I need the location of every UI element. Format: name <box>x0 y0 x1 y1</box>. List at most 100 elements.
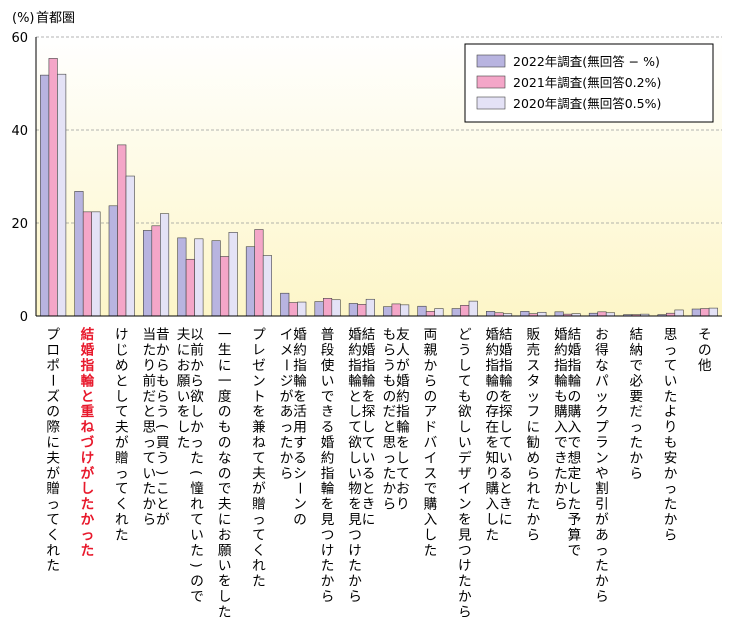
x-tick-label-char: い <box>177 389 191 405</box>
x-tick-label-char: た <box>190 543 204 559</box>
x-tick-label-char: り <box>396 497 410 513</box>
x-tick-label-char: を <box>177 404 191 420</box>
x-tick-label-char: が <box>46 466 60 482</box>
x-tick-label-char: を <box>252 404 266 420</box>
x-tick-label-char: 願 <box>218 543 232 559</box>
x-tick-label-char: 予 <box>568 512 582 528</box>
x-tick-label-char: た <box>252 574 266 590</box>
x-tick-label-char: よ <box>664 404 678 420</box>
x-tick-label-char: と <box>156 497 170 513</box>
x-tick-label-char: 約 <box>348 343 362 359</box>
bar <box>160 213 170 317</box>
x-tick-label-char: け <box>115 327 129 343</box>
x-tick-label-char: ら <box>527 527 541 543</box>
bar <box>194 238 204 317</box>
x-tick-label-char: ) <box>188 562 204 567</box>
x-tick-label-char: 普 <box>321 327 335 343</box>
x-tick-label-char: う <box>458 343 472 359</box>
x-tick-label-char: レ <box>252 343 266 359</box>
bar <box>537 311 547 317</box>
x-tick-label-char: 前 <box>143 372 157 389</box>
x-tick-label-char: け <box>81 450 95 466</box>
x-tick-label-char: た <box>321 558 335 574</box>
x-tick-label-char: 夫 <box>46 450 60 466</box>
x-tick-label-char: 婚 <box>348 327 362 343</box>
bar <box>520 311 530 317</box>
x-tick-label-char: お <box>177 358 191 374</box>
x-tick-label-char: 存 <box>486 404 500 420</box>
x-tick-label-char: し <box>458 358 472 374</box>
x-tick-label-char: メ <box>280 343 294 359</box>
x-tick-label-char: た <box>348 558 362 574</box>
x-tick-label-char: 婚 <box>499 343 513 359</box>
legend-swatch <box>476 75 506 89</box>
x-tick-label-char: 婚 <box>321 435 335 451</box>
bar <box>451 308 461 317</box>
x-tick-label-char: 買 <box>156 435 170 451</box>
x-tick-label-char: ポ <box>46 358 60 374</box>
x-tick-label-char: か <box>664 466 678 482</box>
x-tick-label-char: っ <box>115 466 129 482</box>
x-tick-label-char: の <box>383 389 397 405</box>
y-axis-unit-label: (%) <box>12 11 35 26</box>
x-tick-label-char: 在 <box>486 420 500 436</box>
x-tick-label-char: き <box>362 497 376 513</box>
x-tick-label-char: 結 <box>499 327 513 343</box>
x-tick-label-char: く <box>115 497 129 513</box>
x-tick-label-char: ( <box>154 424 170 429</box>
x-tick-label-char: 見 <box>458 527 472 543</box>
x-tick-label-char: っ <box>280 420 294 436</box>
x-tick-label-char: れ <box>46 543 60 559</box>
x-tick-label-char: を <box>321 497 335 513</box>
x-tick-label-char: と <box>348 389 362 405</box>
x-axis-labels: プロポーズの際に夫が贈ってくれた結婚指輪と重ねづけがしたかったけじめとして夫が贈… <box>44 326 712 617</box>
x-tick-label-char: ト <box>252 389 266 405</box>
x-tick-label-char: あ <box>280 404 294 420</box>
x-tick-label-char: れ <box>527 481 541 497</box>
x-tick-label-char: た <box>458 574 472 590</box>
x-tick-label-char: ロ <box>46 343 60 359</box>
x-tick-label-char: て <box>499 435 513 451</box>
x-tick-label-char: に <box>362 512 376 528</box>
x-tick-label-char: く <box>46 527 60 543</box>
chart-title: 首都圏 <box>36 11 75 26</box>
x-tick-label-char: 兼 <box>252 420 266 436</box>
x-tick-label-char: で <box>554 435 568 451</box>
bar <box>314 301 324 317</box>
x-tick-label-char: 指 <box>321 466 335 482</box>
x-tick-label-char: 輪 <box>321 480 335 497</box>
x-tick-label-char: た <box>190 450 204 466</box>
x-tick-label-char: イ <box>458 481 472 497</box>
x-tick-label-char: が <box>81 465 95 482</box>
x-tick-label-char: き <box>554 450 568 466</box>
bar <box>74 191 84 317</box>
x-tick-label-char: だ <box>383 404 397 420</box>
bar <box>220 256 230 317</box>
x-tick-label-char: き <box>321 404 335 420</box>
x-tick-label-char: 購 <box>424 497 438 513</box>
bar <box>40 74 50 317</box>
x-tick-label-char: 以 <box>190 327 204 343</box>
x-tick-label-char: 両 <box>424 327 438 343</box>
x-tick-label-char: 輪 <box>554 372 568 389</box>
x-tick-label-char: 段 <box>321 343 335 359</box>
x-tick-label-char: と <box>362 481 376 497</box>
bar <box>425 311 436 317</box>
x-tick-label-char: る <box>362 466 376 482</box>
x-tick-label-char: 婚 <box>396 373 410 389</box>
x-tick-label-char: ら <box>143 512 157 528</box>
x-tick-label-char: た <box>568 497 582 513</box>
bar <box>151 225 161 317</box>
x-tick-label-char: が <box>396 358 410 374</box>
x-tick-label-char: の <box>698 343 712 359</box>
x-tick-label-char: る <box>321 420 335 436</box>
legend: 2022年調査(無回答 − %) 2021年調査(無回答0.2%) 2020年調査(… <box>464 43 714 123</box>
bar <box>185 258 195 317</box>
bar <box>48 58 58 317</box>
x-tick-label-char: 入 <box>424 512 438 528</box>
x-tick-label-char: ら <box>458 604 472 617</box>
x-tick-label-char: た <box>46 558 60 574</box>
x-tick-label-char: バ <box>424 435 438 451</box>
x-tick-label-char: ら <box>348 589 362 605</box>
x-tick-label-char: 指 <box>568 358 582 374</box>
